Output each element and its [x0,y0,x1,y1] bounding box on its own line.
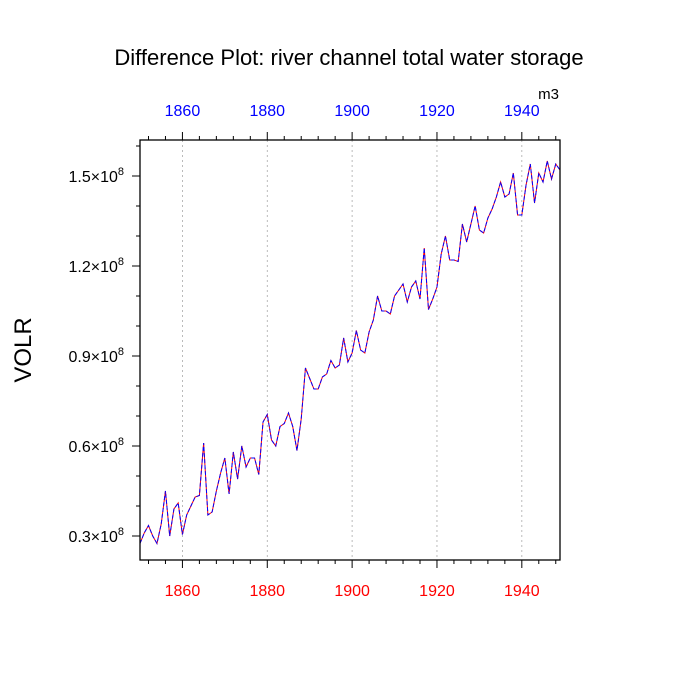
x-tick-label-top-2: 1900 [334,103,370,120]
x-tick-label-top-0: 1860 [165,103,201,120]
tick-labels: 1860 1880 1900 1920 1940 1860 1880 1900 1920 1940… [68,103,539,600]
units-label: m3 [538,86,559,103]
y-axis-label: VOLR [10,317,37,382]
y-tick-label-3: 1.2×108 [68,256,124,276]
y-tick-label-0: 0.3×108 [68,526,124,546]
x-tick-label-bottom-4: 1940 [504,583,540,600]
plot-frame [139,139,561,561]
x-tick-label-top-3: 1920 [419,103,455,120]
x-tick-label-top-4: 1940 [504,103,540,120]
y-tick-label-4: 1.5×108 [68,166,124,186]
series-line-1 [139,160,561,545]
grid [182,140,523,560]
series-line-2 [139,160,561,545]
series-lines [139,160,561,545]
x-tick-label-bottom-0: 1860 [165,583,201,600]
chart-title: Difference Plot: river channel total wat… [114,45,583,70]
y-tick-label-2: 0.9×108 [68,346,124,366]
x-tick-label-top-1: 1880 [249,103,285,120]
x-tick-label-bottom-2: 1900 [334,583,370,600]
axes [132,132,561,568]
x-tick-label-bottom-3: 1920 [419,583,455,600]
y-tick-label-1: 0.6×108 [68,436,124,456]
x-tick-label-bottom-1: 1880 [249,583,285,600]
